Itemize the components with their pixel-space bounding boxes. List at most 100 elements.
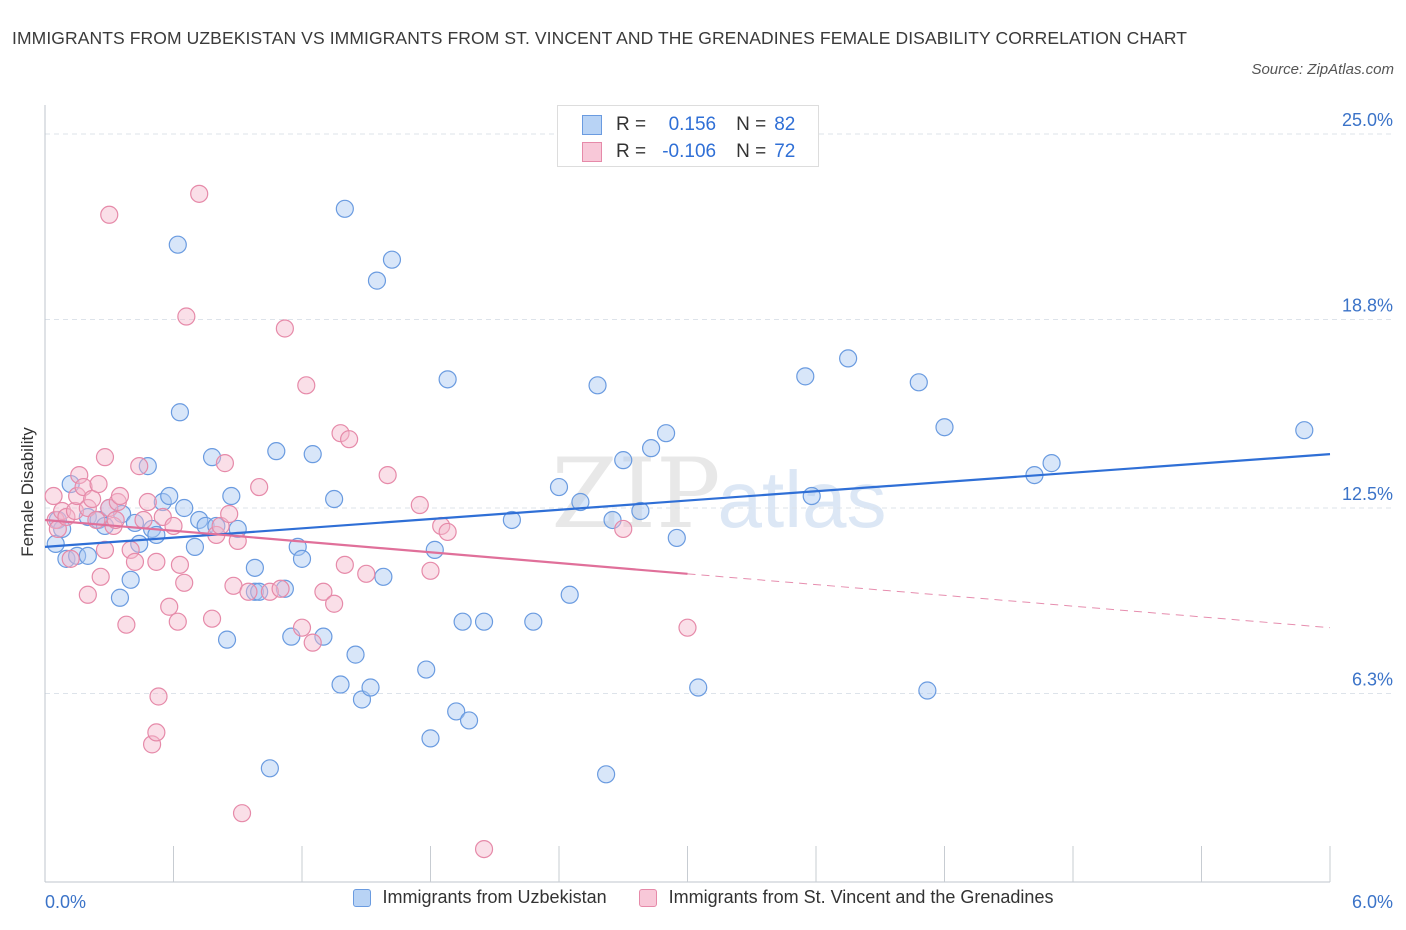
point-st-vincent [89, 474, 108, 494]
n-label: N = [736, 114, 767, 135]
point-st-vincent [87, 510, 106, 530]
point-uzbekistan [367, 271, 387, 290]
point-st-vincent [260, 582, 279, 601]
point-uzbekistan [346, 645, 365, 664]
point-st-vincent [134, 510, 153, 530]
n-value: 82 [774, 114, 796, 135]
series-legend: Immigrants from Uzbekistan Immigrants fr… [0, 887, 1406, 908]
correlation-legend: R = 0.156 N = 82 R = -0.106 N = 72 [557, 105, 819, 167]
point-st-vincent [160, 597, 179, 616]
point-st-vincent [275, 319, 294, 338]
point-uzbekistan [474, 612, 494, 631]
point-uzbekistan [168, 235, 187, 254]
point-st-vincent [614, 519, 633, 539]
y-tick-label: 6.3% [1352, 670, 1393, 690]
point-st-vincent [202, 609, 222, 628]
point-st-vincent [142, 735, 162, 754]
point-uzbekistan [588, 376, 607, 395]
point-uzbekistan [839, 349, 858, 368]
blue-swatch [352, 888, 371, 907]
point-uzbekistan [110, 588, 130, 607]
source-label: Source: ZipAtlas.com [1251, 61, 1394, 78]
point-uzbekistan [614, 451, 633, 470]
point-uzbekistan [217, 630, 237, 649]
point-st-vincent [68, 486, 87, 506]
point-st-vincent [190, 184, 209, 203]
blue-swatch [582, 115, 602, 135]
point-uzbekistan [275, 579, 294, 598]
point-uzbekistan [121, 570, 140, 589]
point-uzbekistan [170, 403, 190, 422]
y-tick-label: 18.8% [1342, 296, 1393, 316]
chart-title: IMMIGRANTS FROM UZBEKISTAN VS IMMIGRANTS… [12, 28, 1188, 48]
r-value: -0.106 [662, 141, 717, 162]
point-uzbekistan [160, 486, 179, 506]
point-uzbekistan [560, 585, 579, 604]
point-st-vincent [117, 615, 136, 634]
point-st-vincent [177, 307, 196, 326]
grid-lines [45, 133, 1395, 695]
point-st-vincent [44, 486, 63, 506]
point-uzbekistan [909, 373, 928, 392]
point-st-vincent [271, 579, 290, 598]
x-tick-label-max: 6.0% [1352, 892, 1393, 912]
point-uzbekistan [524, 612, 543, 631]
trend-line-st-vincent [44, 518, 688, 575]
point-st-vincent [130, 457, 149, 476]
point-uzbekistan [421, 729, 440, 748]
point-uzbekistan [438, 370, 457, 389]
point-uzbekistan [222, 486, 241, 506]
r-value: 0.156 [668, 114, 717, 135]
point-st-vincent [170, 555, 190, 574]
point-st-vincent [314, 582, 333, 601]
point-st-vincent [147, 723, 166, 742]
point-st-vincent [410, 495, 429, 515]
tick-labels: 25.0% 18.8% 12.5% 6.3% 0.0% 6.0% [45, 110, 1393, 912]
point-st-vincent [303, 633, 322, 652]
data-points [44, 184, 1314, 859]
point-st-vincent [297, 376, 316, 395]
point-uzbekistan [453, 612, 472, 631]
point-uzbekistan [303, 445, 322, 464]
point-uzbekistan [46, 534, 65, 554]
point-uzbekistan [331, 675, 350, 694]
watermark-atlas: atlas [718, 455, 887, 544]
point-st-vincent [95, 540, 115, 559]
point-uzbekistan [288, 537, 307, 556]
x-tick-label-min: 0.0% [45, 892, 86, 912]
legend-label: Immigrants from Uzbekistan [382, 887, 607, 907]
point-st-vincent [678, 618, 697, 637]
legend-item-st-vincent[interactable]: Immigrants from St. Vincent and the Gren… [638, 887, 1053, 908]
trend-line-st-vincent-extrapolated [687, 573, 1331, 629]
point-uzbekistan [175, 498, 194, 518]
point-st-vincent [70, 465, 89, 485]
point-st-vincent [421, 561, 440, 580]
point-st-vincent [378, 465, 397, 485]
point-uzbekistan [689, 678, 708, 697]
point-uzbekistan [417, 660, 436, 679]
point-uzbekistan [549, 477, 569, 497]
point-st-vincent [61, 549, 80, 568]
point-st-vincent [220, 504, 239, 524]
point-st-vincent [95, 448, 115, 467]
point-uzbekistan [641, 439, 661, 458]
point-st-vincent [215, 454, 234, 473]
point-st-vincent [232, 804, 252, 823]
point-st-vincent [78, 585, 97, 604]
pink-swatch [638, 888, 657, 907]
point-uzbekistan [667, 528, 686, 548]
point-st-vincent [340, 430, 359, 449]
point-uzbekistan [361, 678, 380, 697]
point-uzbekistan [571, 492, 590, 512]
n-value: 72 [774, 141, 796, 162]
point-uzbekistan [245, 582, 264, 601]
legend-row-st-vincent: R = -0.106 N = 72 [582, 139, 815, 165]
point-uzbekistan [335, 199, 354, 218]
point-st-vincent [175, 573, 194, 592]
legend-item-uzbekistan[interactable]: Immigrants from Uzbekistan [352, 887, 607, 908]
point-st-vincent [83, 489, 102, 509]
point-uzbekistan [796, 367, 815, 386]
point-st-vincent [357, 564, 376, 583]
point-st-vincent [110, 486, 130, 506]
